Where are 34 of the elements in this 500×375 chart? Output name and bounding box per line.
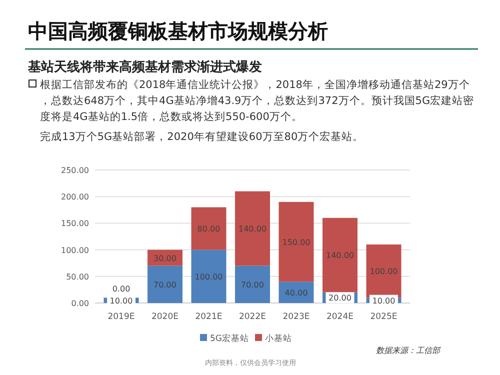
text: 根据工信部发布的《2018年通信业统计公报》，2018年，全国净增移动通信基站29万个，总数达648万个，其中4G基站净增43.9万个，总数达到372万个。预计我国5G宏建站密度将是4G基站的1.5倍，总数或将达到550-600万个。: [40, 78, 474, 123]
legend-label: 小基站: [265, 333, 292, 344]
data-label: 0.00: [112, 284, 130, 294]
data-label: 20.00: [328, 294, 352, 303]
chart-subtitle: 基站天线将带来高频基材需求渐进式爆发: [27, 59, 262, 75]
x-tick-label: 2025E: [370, 312, 398, 322]
x-tick-label: 2024E: [326, 312, 354, 322]
y-tick-label: 150.00: [61, 219, 89, 228]
data-label: 30.00: [154, 254, 176, 263]
data-label: 100.00: [194, 272, 223, 282]
legend-label: 5G宏基站: [210, 333, 249, 344]
y-tick-label: 250.00: [61, 166, 89, 175]
data-label: 140.00: [238, 224, 266, 234]
x-tick-label: 2020E: [151, 312, 179, 322]
data-label: 100.00: [370, 267, 398, 276]
x-tick-label: 2021E: [195, 312, 222, 322]
y-tick-label: 100.00: [61, 246, 89, 255]
data-label: 10.00: [110, 296, 133, 306]
chart-title: 中国高频覆铜板基材市场规模分析: [28, 19, 328, 43]
data-label: 70.00: [154, 280, 176, 290]
data-label: 140.00: [326, 251, 354, 260]
x-tick-label: 2023E: [282, 312, 310, 322]
x-tick-label: 2022E: [238, 312, 266, 322]
data-label: 40.00: [284, 288, 308, 298]
y-tick-label: 0.00: [71, 299, 89, 308]
x-tick-label: 2019E: [108, 312, 135, 322]
source-note: 数据来源：工信部: [376, 346, 441, 355]
y-tick-label: 200.00: [61, 192, 89, 202]
data-label: 10.00: [372, 296, 396, 306]
data-label: 70.00: [241, 280, 264, 290]
data-label: 150.00: [282, 238, 310, 247]
data-label: 80.00: [197, 224, 220, 234]
text: 完成13万个5G基站部署，2020年有望建设60万至80万个宏基站。: [40, 130, 364, 143]
y-tick-label: 50.00: [66, 272, 89, 282]
